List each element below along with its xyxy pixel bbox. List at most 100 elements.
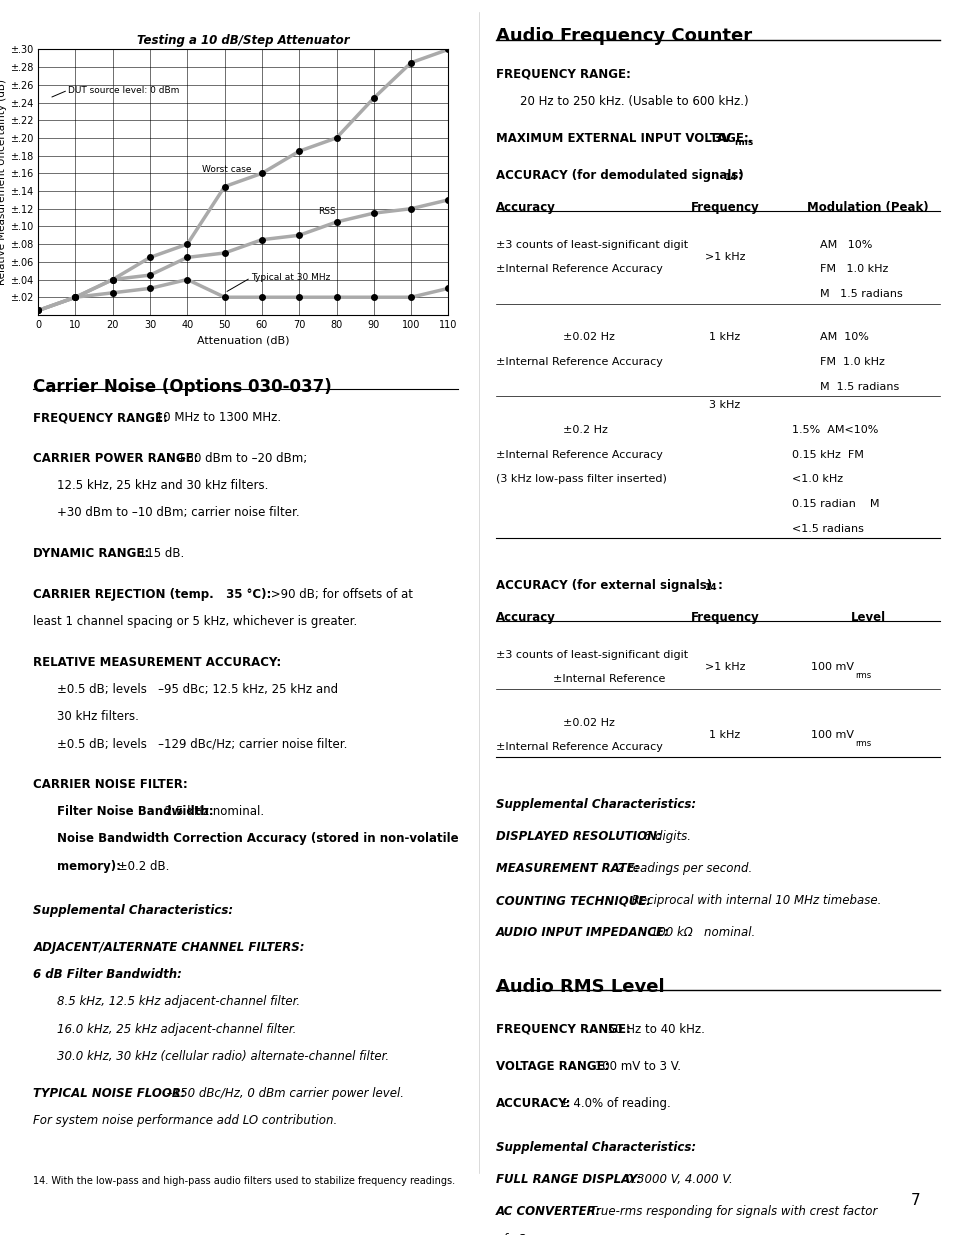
Text: ±Internal Reference Accuracy: ±Internal Reference Accuracy [496,264,662,274]
Text: rms: rms [734,138,753,147]
Text: ±3 counts of least-significant digit: ±3 counts of least-significant digit [496,240,687,249]
Text: 50 Hz to 40 kHz.: 50 Hz to 40 kHz. [603,1023,704,1036]
Text: <1.5 radians: <1.5 radians [791,524,862,534]
Text: MAXIMUM EXTERNAL INPUT VOLTAGE:: MAXIMUM EXTERNAL INPUT VOLTAGE: [496,132,748,146]
Text: :: : [717,579,722,593]
Text: (3 kHz low-pass filter inserted): (3 kHz low-pass filter inserted) [496,474,666,484]
Text: Carrier Noise (Options 030-037): Carrier Noise (Options 030-037) [33,378,332,396]
Text: M   1.5 radians: M 1.5 radians [820,289,902,299]
Text: CARRIER POWER RANGE:: CARRIER POWER RANGE: [33,452,198,466]
Text: TYPICAL NOISE FLOOR:: TYPICAL NOISE FLOOR: [33,1087,186,1100]
Text: Supplemental Characteristics:: Supplemental Characteristics: [496,798,696,811]
Text: 100 mV: 100 mV [810,662,853,672]
Text: ±Internal Reference Accuracy: ±Internal Reference Accuracy [496,450,662,459]
Text: FM  1.0 kHz: FM 1.0 kHz [820,357,884,367]
Text: 100 mV to 3 V.: 100 mV to 3 V. [591,1060,680,1073]
Text: memory):: memory): [57,860,121,873]
Text: 10 MHz to 1300 MHz.: 10 MHz to 1300 MHz. [152,411,280,425]
Text: Modulation (Peak): Modulation (Peak) [806,201,928,215]
Text: 20 Hz to 250 kHz. (Usable to 600 kHz.): 20 Hz to 250 kHz. (Usable to 600 kHz.) [519,95,748,109]
Text: FM   1.0 kHz: FM 1.0 kHz [820,264,888,274]
Text: 100 kΩ   nominal.: 100 kΩ nominal. [646,926,754,940]
Text: 14: 14 [703,583,717,592]
Text: ±Internal Reference Accuracy: ±Internal Reference Accuracy [496,357,662,367]
Text: >1 kHz: >1 kHz [704,662,744,672]
Text: Filter Noise Bandwidth:: Filter Noise Bandwidth: [57,805,213,819]
Text: COUNTING TECHNIQUE:: COUNTING TECHNIQUE: [496,894,650,908]
Text: –150 dBc/Hz, 0 dBm carrier power level.: –150 dBc/Hz, 0 dBm carrier power level. [163,1087,404,1100]
Text: >1 kHz: >1 kHz [704,252,744,262]
Text: 6 digits.: 6 digits. [639,830,690,844]
Text: 30 kHz filters.: 30 kHz filters. [57,710,139,724]
Text: >90 dB; for offsets of at: >90 dB; for offsets of at [267,588,413,601]
Text: ±3 counts of least-significant digit: ±3 counts of least-significant digit [496,650,687,659]
Text: .: . [747,132,752,146]
Text: Accuracy: Accuracy [496,201,556,215]
Text: 12.5 kHz, 25 kHz and 30 kHz filters.: 12.5 kHz, 25 kHz and 30 kHz filters. [57,479,269,493]
Text: 7: 7 [910,1193,920,1208]
Text: FREQUENCY RANGE:: FREQUENCY RANGE: [33,411,168,425]
Text: :: : [737,169,742,183]
Text: Typical at 30 MHz: Typical at 30 MHz [251,273,330,283]
Text: of   3.: of 3. [496,1233,530,1235]
Text: CARRIER REJECTION (temp.   35 °C):: CARRIER REJECTION (temp. 35 °C): [33,588,272,601]
Text: rms: rms [854,739,870,747]
Text: CARRIER NOISE FILTER:: CARRIER NOISE FILTER: [33,778,188,792]
Text: 2.5 kHz nominal.: 2.5 kHz nominal. [161,805,264,819]
Text: ±Internal Reference: ±Internal Reference [553,674,665,684]
Text: Worst case: Worst case [202,165,252,174]
Text: 14: 14 [722,173,736,182]
Text: ±0.02 Hz: ±0.02 Hz [562,718,614,727]
Text: 1.5%  AM<10%: 1.5% AM<10% [791,425,878,435]
Text: ACCURACY (for external signals): ACCURACY (for external signals) [496,579,712,593]
Text: AUDIO INPUT IMPEDANCE:: AUDIO INPUT IMPEDANCE: [496,926,669,940]
Text: Audio Frequency Counter: Audio Frequency Counter [496,27,751,46]
Text: ±0.5 dB; levels   –95 dBc; 12.5 kHz, 25 kHz and: ±0.5 dB; levels –95 dBc; 12.5 kHz, 25 kH… [57,683,338,697]
Text: ± 4.0% of reading.: ± 4.0% of reading. [556,1097,670,1110]
Text: Frequency: Frequency [690,611,759,625]
Text: 1 kHz: 1 kHz [709,332,740,342]
Y-axis label: Relative Measurement Uncertainty (dB): Relative Measurement Uncertainty (dB) [0,79,7,285]
Text: ±0.5 dB; levels   –129 dBc/Hz; carrier noise filter.: ±0.5 dB; levels –129 dBc/Hz; carrier noi… [57,737,347,751]
Text: DYNAMIC RANGE:: DYNAMIC RANGE: [33,547,150,561]
Text: DISPLAYED RESOLUTION:: DISPLAYED RESOLUTION: [496,830,661,844]
Text: 16.0 kHz, 25 kHz adjacent-channel filter.: 16.0 kHz, 25 kHz adjacent-channel filter… [57,1023,296,1036]
Text: AC CONVERTER:: AC CONVERTER: [496,1205,600,1219]
Text: ACCURACY (for demodulated signals): ACCURACY (for demodulated signals) [496,169,743,183]
Title: Testing a 10 dB/Step Attenuator: Testing a 10 dB/Step Attenuator [137,33,349,47]
Text: FREQUENCY RANGE:: FREQUENCY RANGE: [496,68,630,82]
Text: True-rms responding for signals with crest factor: True-rms responding for signals with cre… [585,1205,876,1219]
Text: 8.5 kHz, 12.5 kHz adjacent-channel filter.: 8.5 kHz, 12.5 kHz adjacent-channel filte… [57,995,300,1009]
Text: +30 dBm to –10 dBm; carrier noise filter.: +30 dBm to –10 dBm; carrier noise filter… [57,506,299,520]
Text: MEASUREMENT RATE:: MEASUREMENT RATE: [496,862,639,876]
Text: rms: rms [854,671,870,679]
Text: Frequency: Frequency [690,201,759,215]
Text: FREQUENCY RANGE:: FREQUENCY RANGE: [496,1023,630,1036]
Text: For system noise performance add LO contribution.: For system noise performance add LO cont… [33,1114,337,1128]
Text: ACCURACY:: ACCURACY: [496,1097,571,1110]
Text: VOLTAGE RANGE:: VOLTAGE RANGE: [496,1060,609,1073]
Text: RSS: RSS [317,207,335,216]
Text: 1 kHz: 1 kHz [709,730,740,740]
Text: 3 kHz: 3 kHz [709,400,740,410]
Text: <1.0 kHz: <1.0 kHz [791,474,842,484]
Text: Audio RMS Level: Audio RMS Level [496,978,664,997]
Text: Supplemental Characteristics:: Supplemental Characteristics: [496,1141,696,1155]
Text: 6 dB Filter Bandwidth:: 6 dB Filter Bandwidth: [33,968,182,982]
Text: +30 dBm to –20 dBm;: +30 dBm to –20 dBm; [172,452,307,466]
X-axis label: Attenuation (dB): Attenuation (dB) [197,336,289,346]
Text: 0.15 kHz  FM: 0.15 kHz FM [791,450,862,459]
Text: DUT source level: 0 dBm: DUT source level: 0 dBm [68,86,179,95]
Text: Level: Level [850,611,884,625]
Text: 30.0 kHz, 30 kHz (cellular radio) alternate-channel filter.: 30.0 kHz, 30 kHz (cellular radio) altern… [57,1050,389,1063]
Text: FULL RANGE DISPLAY:: FULL RANGE DISPLAY: [496,1173,640,1187]
Text: AM   10%: AM 10% [820,240,872,249]
Text: 2 readings per second.: 2 readings per second. [612,862,751,876]
Text: least 1 channel spacing or 5 kHz, whichever is greater.: least 1 channel spacing or 5 kHz, whiche… [33,615,357,629]
Text: Accuracy: Accuracy [496,611,556,625]
Text: 3V: 3V [709,132,730,146]
Text: ±0.2 Hz: ±0.2 Hz [562,425,607,435]
Text: ±Internal Reference Accuracy: ±Internal Reference Accuracy [496,742,662,752]
Text: Noise Bandwidth Correction Accuracy (stored in non-volatile: Noise Bandwidth Correction Accuracy (sto… [57,832,458,846]
Text: 0.3000 V, 4.000 V.: 0.3000 V, 4.000 V. [621,1173,733,1187]
